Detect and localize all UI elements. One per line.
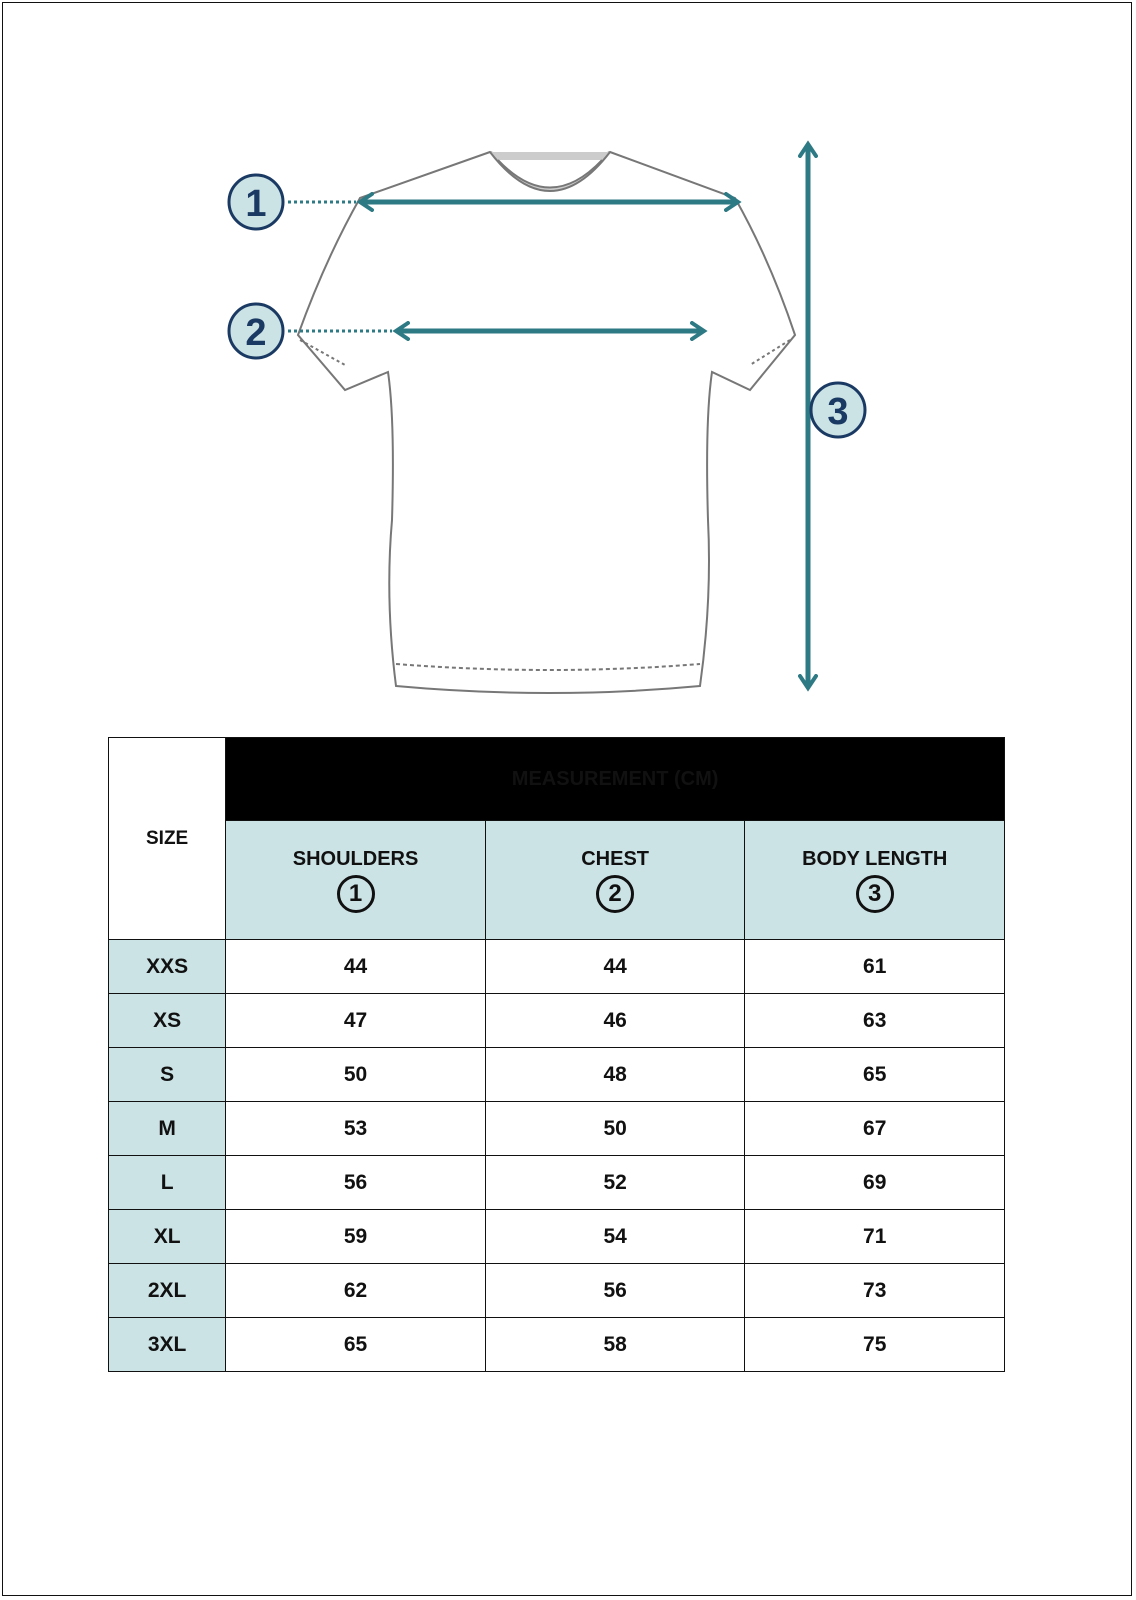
table-row: L 56 52 69: [107, 1155, 1005, 1210]
value-cell: 67: [744, 1101, 1005, 1156]
value-cell: 71: [744, 1209, 1005, 1264]
value-cell: 54: [484, 1209, 746, 1264]
value-cell: 47: [225, 993, 486, 1048]
table-row: 2XL 62 56 73: [107, 1263, 1005, 1318]
marker-1-icon: [227, 173, 285, 231]
value-cell: 61: [744, 939, 1005, 994]
tshirt-diagram: 1 2 3: [227, 140, 867, 694]
table-row: M 53 50 67: [107, 1101, 1005, 1156]
value-cell: 56: [484, 1263, 746, 1318]
size-header: SIZE: [107, 737, 227, 940]
value-cell: 50: [225, 1047, 486, 1102]
table-row: S 50 48 65: [107, 1047, 1005, 1102]
value-cell: 48: [484, 1047, 746, 1102]
marker-2-icon: 2: [596, 874, 635, 913]
value-cell: 65: [225, 1317, 486, 1372]
value-cell: 44: [225, 939, 486, 994]
size-chart-table: SIZE MEASUREMENT (CM) SHOULDERS 1 CHEST 2 …: [107, 737, 1005, 1372]
column-header-body-length: BODY LENGTH 3: [744, 820, 1005, 940]
column-header-chest: CHEST 2: [484, 820, 746, 940]
table-row: 3XL 65 58 75: [107, 1317, 1005, 1372]
value-cell: 46: [484, 993, 746, 1048]
chest-measure: 2: [227, 302, 708, 360]
marker-1-icon: 1: [336, 874, 375, 913]
marker-3-icon: [809, 381, 867, 439]
value-cell: 44: [484, 939, 746, 994]
size-cell: M: [107, 1101, 227, 1156]
table-row: XL 59 54 71: [107, 1209, 1005, 1264]
value-cell: 75: [744, 1317, 1005, 1372]
column-label: BODY LENGTH: [802, 847, 948, 870]
size-cell: L: [107, 1155, 227, 1210]
value-cell: 58: [484, 1317, 746, 1372]
svg-text:2: 2: [245, 312, 266, 354]
table-row: XXS 44 44 61: [107, 939, 1005, 994]
marker-2-icon: [227, 302, 285, 360]
measurement-header: MEASUREMENT (CM): [225, 737, 1005, 821]
value-cell: 56: [225, 1155, 486, 1210]
table-row: XS 47 46 63: [107, 993, 1005, 1048]
tshirt-outline: [296, 150, 797, 694]
value-cell: 59: [225, 1209, 486, 1264]
value-cell: 50: [484, 1101, 746, 1156]
size-cell: S: [107, 1047, 227, 1102]
column-header-shoulders: SHOULDERS 1: [225, 820, 486, 940]
marker-3-icon: 3: [855, 874, 894, 913]
value-cell: 62: [225, 1263, 486, 1318]
value-cell: 73: [744, 1263, 1005, 1318]
value-cell: 69: [744, 1155, 1005, 1210]
size-cell: XS: [107, 993, 227, 1048]
body-length-measure: 3: [798, 140, 867, 692]
value-cell: 63: [744, 993, 1005, 1048]
svg-text:3: 3: [827, 391, 848, 433]
size-cell: 3XL: [107, 1317, 227, 1372]
svg-text:1: 1: [245, 183, 266, 225]
size-cell: XXS: [107, 939, 227, 994]
value-cell: 52: [484, 1155, 746, 1210]
column-label: SHOULDERS: [292, 847, 419, 870]
value-cell: 53: [225, 1101, 486, 1156]
size-cell: XL: [107, 1209, 227, 1264]
shoulders-measure: 1: [227, 173, 742, 231]
size-cell: 2XL: [107, 1263, 227, 1318]
column-label: CHEST: [581, 847, 650, 870]
value-cell: 65: [744, 1047, 1005, 1102]
